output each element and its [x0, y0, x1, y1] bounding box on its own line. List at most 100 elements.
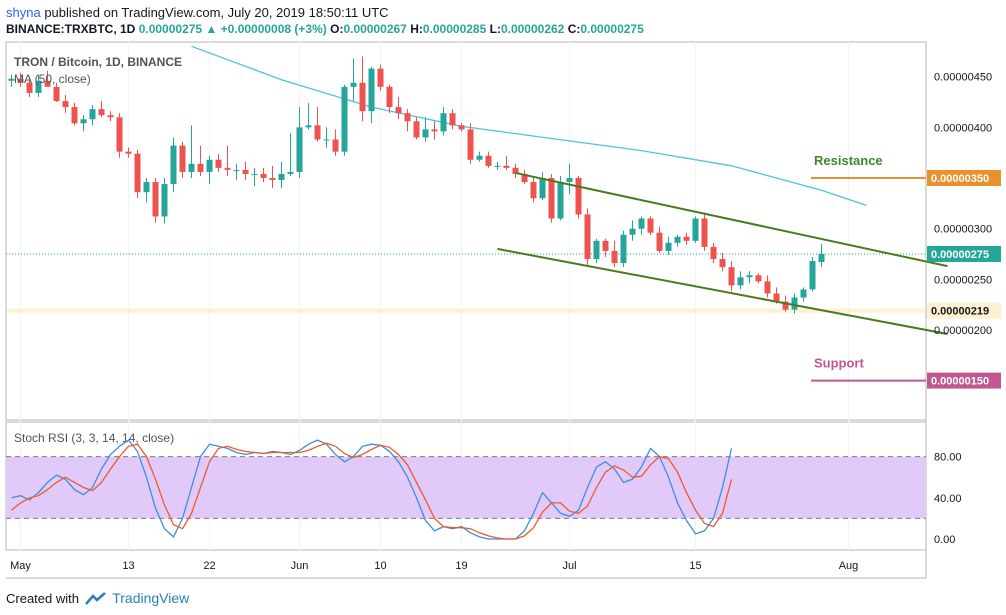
candle-body [332, 139, 339, 152]
candle-body [26, 82, 33, 93]
channel-lower-trendline[interactable] [497, 247, 948, 335]
candle-body [368, 68, 375, 112]
candle-body [656, 232, 663, 251]
price-axis-tick: 0.00000450 [934, 72, 992, 84]
candle-body [269, 178, 276, 181]
candle-body [728, 267, 735, 286]
open-value: 0.00000267 [343, 22, 407, 36]
candle-body [17, 78, 24, 83]
tradingview-logo-icon [84, 592, 106, 605]
rsi-title: Stoch RSI (3, 3, 14, 14, close) [14, 431, 174, 445]
candle-body [566, 178, 573, 183]
rsi-axis-tick: 40.00 [934, 493, 962, 505]
candle-body [674, 236, 681, 243]
author-name[interactable]: shyna [6, 5, 41, 20]
candle-body [350, 82, 357, 87]
time-axis-tick: 13 [122, 560, 134, 572]
candle-body [251, 173, 258, 175]
candle-body [35, 80, 42, 93]
candle-body [62, 101, 69, 108]
ma50-line [191, 45, 867, 207]
candle-body [710, 246, 717, 260]
candle-body [197, 163, 204, 172]
candle-body [53, 86, 60, 102]
candle-body [575, 178, 582, 215]
candle-body [638, 218, 645, 229]
candle-body [692, 218, 699, 241]
candle-body [89, 109, 96, 120]
last-price-label: 0.00000275 [931, 249, 989, 261]
candle-body [458, 125, 465, 130]
highlight-price-label: 0.00000219 [931, 306, 989, 318]
close-value: 0.00000275 [580, 22, 644, 36]
candle-body [161, 184, 168, 217]
candle-body [422, 129, 429, 138]
price-axis-tick: 0.00000250 [934, 274, 992, 286]
candle-body [557, 182, 564, 219]
candle-body [755, 275, 762, 282]
time-axis-tick: 22 [203, 560, 215, 572]
low-value: 0.00000262 [500, 22, 565, 36]
rsi-k-line [11, 439, 733, 540]
candle-body [143, 182, 150, 193]
last-price: 0.00000275 [138, 22, 203, 36]
candle-body [188, 163, 195, 172]
tradingview-brand[interactable]: TradingView [112, 590, 190, 606]
ohlc-header: BINANCE:TRXBTC, 1D 0.00000275 ▲ +0.00000… [6, 22, 644, 36]
candle-body [413, 121, 420, 138]
high-value: 0.00000285 [422, 22, 487, 36]
candle-body [296, 127, 303, 172]
high-label: H: [410, 22, 423, 36]
highlight-price-label-bg [927, 302, 1001, 319]
candle-body [179, 145, 186, 172]
candle-body [278, 173, 285, 181]
publish-header: shyna published on TradingView.com, July… [6, 5, 389, 20]
candle-body [611, 250, 618, 264]
price-change: +0.00000008 (+3%) [220, 22, 327, 36]
candle-body [44, 80, 51, 87]
candle-body [431, 129, 438, 132]
rsi-axis-tick: 0.00 [934, 534, 955, 546]
highlight-price-band [7, 308, 925, 313]
candle-body [764, 281, 771, 294]
candle-body [215, 159, 222, 168]
rsi-d-line [11, 442, 733, 540]
close-label: C: [567, 22, 581, 36]
ma-indicator-label: MA (50, close) [14, 72, 91, 86]
last-price-label-bg [927, 245, 1001, 262]
candle-body [521, 173, 528, 183]
resistance-price-label-bg [927, 170, 1001, 186]
time-axis-tick: 19 [455, 560, 467, 572]
candle-body [377, 68, 384, 87]
candle-body [287, 171, 294, 174]
candle-body [476, 155, 483, 160]
candle-body [80, 119, 87, 124]
candle-body [449, 113, 456, 126]
candle-body [485, 155, 492, 166]
candle-body [395, 107, 402, 114]
support-price-label: 0.00000150 [931, 376, 989, 388]
candle-body [170, 145, 177, 185]
up-arrow-icon: ▲ [205, 22, 218, 36]
candle-body [206, 159, 213, 172]
low-label: L: [489, 22, 501, 36]
candle-body [620, 234, 627, 264]
resistance-label: Resistance [814, 153, 883, 168]
time-axis-tick: 15 [689, 560, 701, 572]
chart-title: TRON / Bitcoin, 1D, BINANCE [14, 55, 182, 69]
candle-body [746, 275, 753, 278]
time-axis-tick: Jul [562, 560, 576, 572]
candle-body [791, 297, 798, 310]
support-label: Support [814, 356, 864, 371]
support-price-label-bg [927, 372, 1001, 389]
candle-body [539, 178, 546, 199]
channel-upper-trendline[interactable] [515, 171, 948, 268]
candle-body [404, 113, 411, 122]
candle-body [800, 289, 807, 298]
candle-body [8, 78, 15, 81]
candle-body [737, 277, 744, 286]
candle-body [782, 301, 789, 310]
rsi-band [7, 456, 925, 519]
price-axis-tick: 0.00000200 [934, 325, 992, 337]
